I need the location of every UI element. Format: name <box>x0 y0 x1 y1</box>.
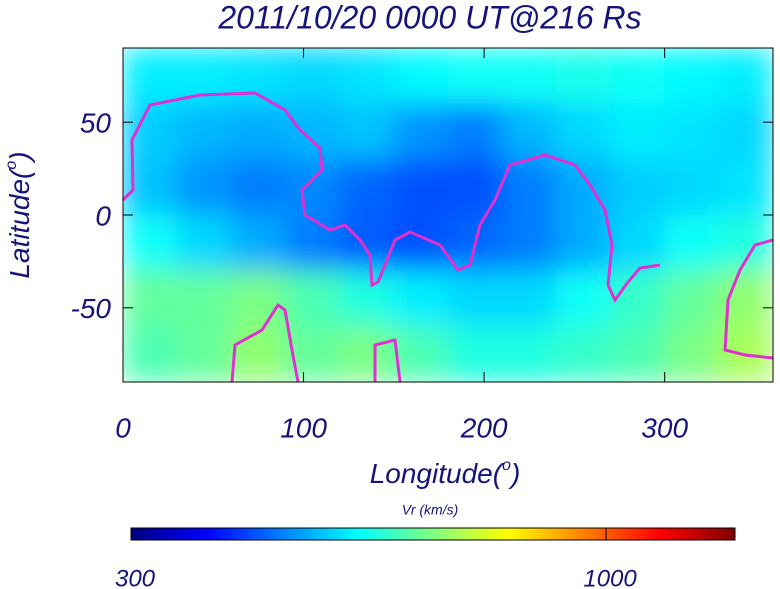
field-cell <box>447 325 503 382</box>
field-cell <box>176 103 232 160</box>
field-cell <box>285 214 341 272</box>
field-cell <box>664 103 720 160</box>
colorbar-tick-label: 1000 <box>583 565 637 589</box>
y-axis-title-sup: o <box>3 161 20 170</box>
field-cell <box>393 214 449 272</box>
field-cell <box>123 214 178 272</box>
field-cell <box>610 48 666 105</box>
field-cell <box>664 270 720 327</box>
field-cell <box>664 325 720 382</box>
field-cell <box>393 270 449 327</box>
colorbar-tick-label: 300 <box>115 565 156 589</box>
field-cell <box>285 103 341 160</box>
field-cell <box>555 103 611 160</box>
x-axis-title-sup: o <box>502 457 511 474</box>
field-cell <box>123 325 178 382</box>
x-tick-label: 200 <box>460 412 508 443</box>
field-cell <box>447 103 503 160</box>
field-cell <box>339 103 395 160</box>
field-cell <box>501 214 557 272</box>
x-axis-title-end: ) <box>508 458 520 489</box>
neutral-line <box>373 338 402 382</box>
field-cell <box>664 158 720 216</box>
field-cell <box>339 48 395 105</box>
field-cell <box>285 48 341 105</box>
field-cell <box>393 158 449 216</box>
field-cell <box>230 325 286 382</box>
field-cell <box>447 270 503 327</box>
field-cell <box>610 325 666 382</box>
field-cell <box>339 270 395 327</box>
neutral-line <box>723 238 773 360</box>
field-cell <box>718 48 773 105</box>
field-cell <box>176 158 232 216</box>
field-cell <box>393 48 449 105</box>
field-cell <box>339 158 395 216</box>
field-cell <box>555 325 611 382</box>
field-cell <box>718 103 773 160</box>
field-cell <box>393 103 449 160</box>
y-axis-title: Latitude(o) <box>3 151 35 278</box>
field-cell <box>610 158 666 216</box>
field-cell <box>447 158 503 216</box>
field-cell <box>285 158 341 216</box>
field-cell <box>123 48 178 105</box>
field-cell <box>501 325 557 382</box>
chart-title: 2011/10/20 0000 UT@216 Rs <box>217 0 641 35</box>
field-cell <box>555 214 611 272</box>
x-tick-label: 100 <box>280 412 327 443</box>
field-cell <box>501 158 557 216</box>
field-cell <box>230 103 286 160</box>
y-axis-title-end: ) <box>4 151 35 163</box>
field-cell <box>501 103 557 160</box>
y-axis-title-text: Latitude( <box>4 167 35 279</box>
field-cell <box>285 270 341 327</box>
field-cell <box>176 325 232 382</box>
field-cell <box>230 214 286 272</box>
field-cell <box>393 325 449 382</box>
field-cell <box>555 270 611 327</box>
colorbar <box>130 527 736 541</box>
field-cell <box>501 48 557 105</box>
field-cell <box>176 214 232 272</box>
neutral-line <box>123 91 661 303</box>
x-axis-title-text: Longitude( <box>370 458 505 489</box>
colorbar-label: Vr (km/s) <box>402 502 459 518</box>
field-cell <box>501 270 557 327</box>
y-tick-label: 50 <box>80 108 112 139</box>
x-tick-label: 0 <box>115 412 131 443</box>
field-cell <box>664 214 720 272</box>
field-cell <box>718 158 773 216</box>
y-tick-label: -50 <box>71 293 112 324</box>
field-cell <box>555 48 611 105</box>
field-cell <box>123 270 178 327</box>
x-tick-label: 300 <box>641 412 688 443</box>
field-cell <box>176 270 232 327</box>
plot-area <box>123 48 773 382</box>
y-tick-label: 0 <box>95 200 111 231</box>
field-cell <box>447 48 503 105</box>
field-cell <box>610 214 666 272</box>
field-cell <box>230 270 286 327</box>
field-cell <box>664 48 720 105</box>
x-axis-title: Longitude(o) <box>370 457 521 489</box>
field <box>123 48 773 382</box>
field-cell <box>123 158 178 216</box>
field-cell <box>339 325 395 382</box>
field-cell <box>230 158 286 216</box>
neutral-line <box>230 302 300 382</box>
field-cell <box>610 270 666 327</box>
field-cell <box>610 103 666 160</box>
